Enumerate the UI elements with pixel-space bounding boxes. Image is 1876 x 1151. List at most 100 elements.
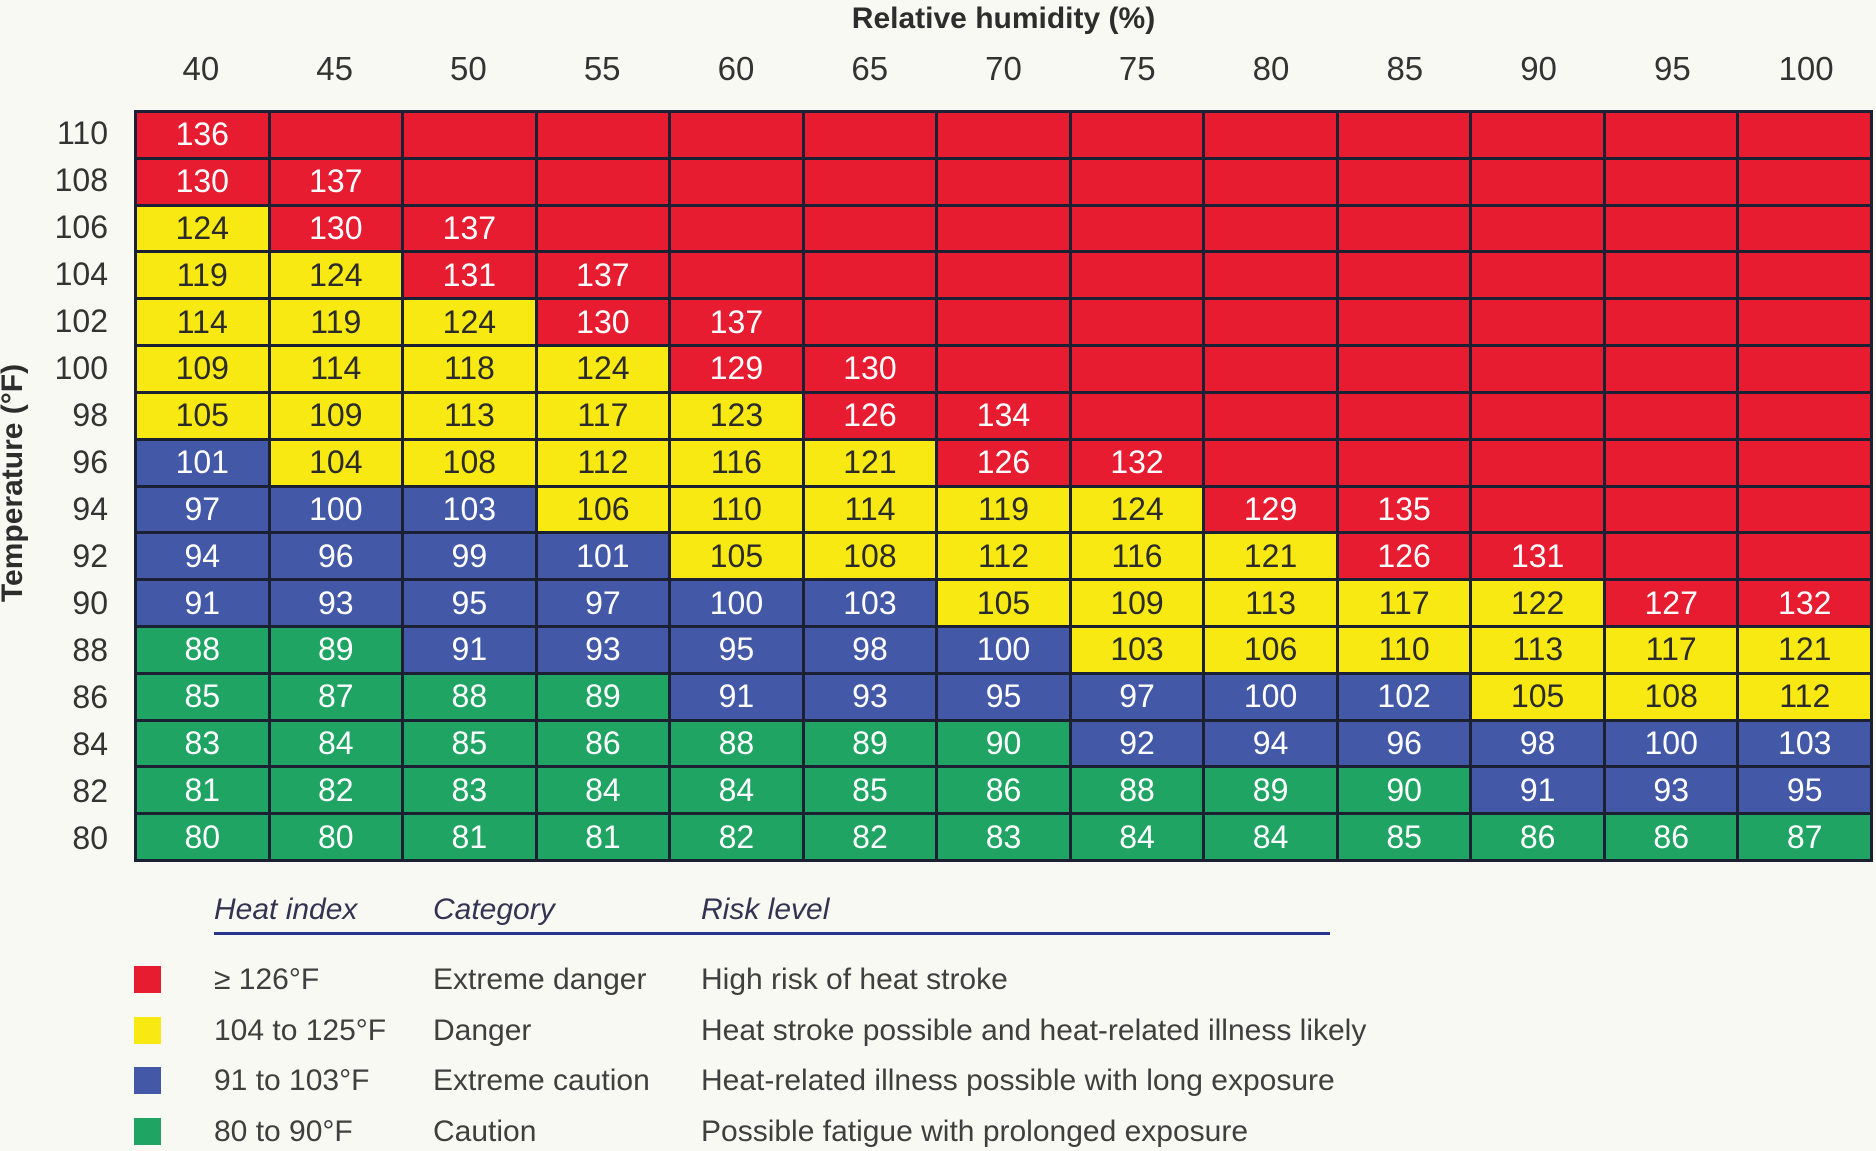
temperature-tick: 102 [54, 303, 108, 339]
heat-cell: 84 [1205, 815, 1336, 859]
heat-cell [1472, 159, 1603, 204]
heat-cell: 94 [1205, 721, 1336, 766]
temperature-tick: 96 [72, 444, 108, 480]
heat-cell [804, 206, 936, 251]
heat-cell: 124 [137, 206, 268, 251]
heat-cell: 97 [537, 581, 669, 625]
legend-row: ≥ 126°F Extreme danger High risk of heat s… [0, 961, 1876, 998]
heat-cell: 83 [404, 768, 535, 813]
heat-cell: 80 [137, 815, 268, 859]
heat-cell [1338, 347, 1470, 391]
heat-cell [1739, 487, 1870, 532]
heat-cell: 100 [270, 487, 402, 532]
humidity-tick: 55 [583, 50, 621, 87]
heat-cell: 84 [1071, 815, 1203, 859]
heat-cell: 113 [404, 393, 535, 438]
heat-cell: 81 [537, 815, 669, 859]
heat-cell: 97 [1071, 674, 1203, 719]
y-swatch-icon [134, 1017, 161, 1044]
legend-row: 91 to 103°F Extreme caution Heat-related i… [0, 1062, 1876, 1099]
b-swatch-icon [134, 1067, 161, 1094]
heat-cell [1071, 393, 1203, 438]
heat-cell: 81 [404, 815, 535, 859]
heat-cell: 108 [1605, 674, 1737, 719]
heat-cell: 95 [671, 627, 802, 672]
humidity-tick: 100 [1778, 50, 1834, 87]
heat-cell [1739, 347, 1870, 391]
heat-cell [1205, 253, 1336, 298]
heat-cell: 127 [1605, 581, 1737, 625]
temperature-tick: 82 [72, 773, 108, 809]
heat-cell [1605, 206, 1737, 251]
heat-cell: 135 [1338, 487, 1470, 532]
heat-cell: 103 [1739, 721, 1870, 766]
heat-cell [804, 159, 936, 204]
legend-header-heat-index: Heat index [214, 893, 358, 926]
heat-cell [537, 206, 669, 251]
humidity-tick: 95 [1653, 50, 1691, 87]
heat-cell [1605, 393, 1737, 438]
heat-cell: 93 [804, 674, 936, 719]
heat-cell [1338, 300, 1470, 345]
heat-cell: 82 [671, 815, 802, 859]
heat-cell: 119 [270, 300, 402, 345]
heat-cell [804, 253, 936, 298]
heat-cell: 123 [671, 393, 802, 438]
temperature-tick: 84 [72, 726, 108, 762]
heat-cell: 121 [804, 440, 936, 485]
heat-cell: 95 [938, 674, 1069, 719]
heat-cell: 83 [938, 815, 1069, 859]
heat-cell [1472, 393, 1603, 438]
heat-cell: 88 [671, 721, 802, 766]
heat-cell: 94 [137, 534, 268, 579]
heat-cell: 83 [137, 721, 268, 766]
heat-cell: 126 [938, 440, 1069, 485]
heat-cell [1739, 300, 1870, 345]
legend-row: 104 to 125°F Danger Heat stroke possible a… [0, 1012, 1876, 1049]
heat-cell [1338, 253, 1470, 298]
heat-cell: 98 [804, 627, 936, 672]
humidity-tick: 80 [1252, 50, 1290, 87]
heat-cell [404, 159, 535, 204]
heat-cell [1071, 113, 1203, 157]
temperature-tick: 108 [54, 162, 108, 198]
heat-cell [1071, 159, 1203, 204]
heat-cell: 89 [537, 674, 669, 719]
temperature-tick: 100 [54, 350, 108, 386]
heat-cell: 117 [537, 393, 669, 438]
temperature-tick: 86 [72, 679, 108, 715]
heat-cell: 91 [404, 627, 535, 672]
humidity-tick: 90 [1520, 50, 1557, 87]
heat-cell: 97 [137, 487, 268, 532]
heat-cell [1739, 534, 1870, 579]
heat-cell: 110 [671, 487, 802, 532]
heat-cell: 96 [270, 534, 402, 579]
heat-cell: 132 [1739, 581, 1870, 625]
heat-cell: 130 [137, 159, 268, 204]
legend-header-category: Category [433, 893, 555, 926]
heat-cell [1605, 159, 1737, 204]
heat-cell [1472, 206, 1603, 251]
heat-cell [1605, 487, 1737, 532]
heat-cell: 103 [804, 581, 936, 625]
heat-cell [671, 206, 802, 251]
legend-range: ≥ 126°F [214, 963, 320, 996]
temperature-tick: 104 [54, 256, 108, 292]
heat-cell [1605, 113, 1737, 157]
heat-cell: 114 [804, 487, 936, 532]
x-axis-title: Relative humidity (%) [851, 2, 1156, 35]
heat-cell [1071, 206, 1203, 251]
heat-cell [1605, 253, 1737, 298]
heat-cell: 99 [404, 534, 535, 579]
heat-cell: 117 [1338, 581, 1470, 625]
heat-cell: 113 [1205, 581, 1336, 625]
heat-cell: 137 [270, 159, 402, 204]
heat-cell: 104 [270, 440, 402, 485]
legend-risk: Heat-related illness possible with long … [701, 1064, 1335, 1097]
r-swatch-icon [134, 966, 161, 993]
heat-cell: 100 [938, 627, 1069, 672]
heat-cell: 117 [1605, 627, 1737, 672]
heat-cell: 131 [404, 253, 535, 298]
heat-cell: 88 [137, 627, 268, 672]
heat-cell: 119 [938, 487, 1069, 532]
